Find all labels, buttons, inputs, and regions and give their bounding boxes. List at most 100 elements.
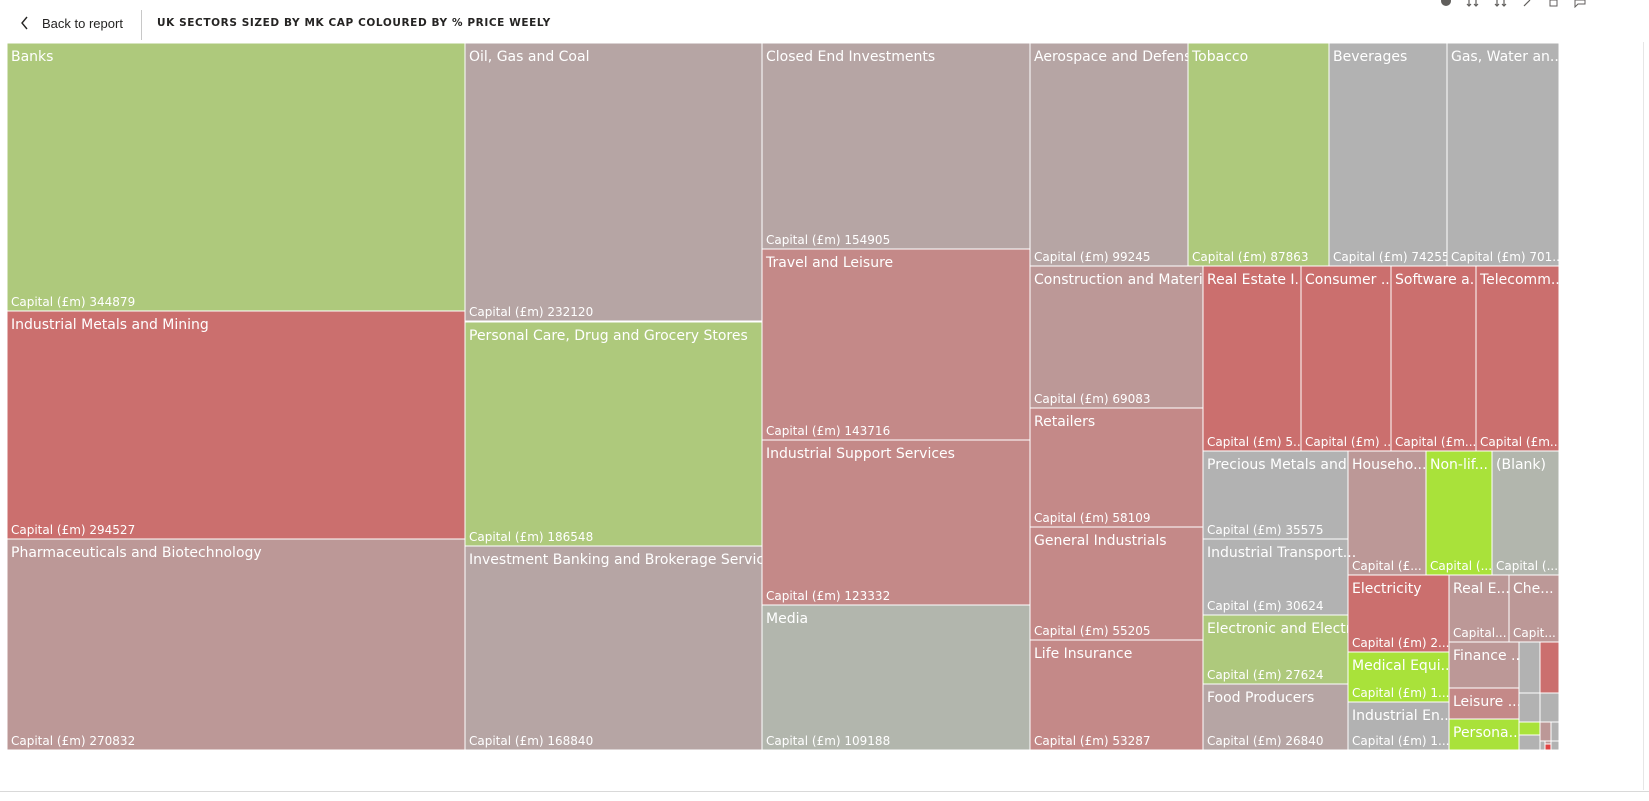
tile-rect-food-producers[interactable] <box>1202 683 1349 751</box>
tile-tobacco[interactable]: Tobacco Capital (£m) 87863 <box>1187 42 1330 267</box>
tile-general-industrials[interactable]: General Industrials Capital (£m) 55205 <box>1029 526 1204 641</box>
tile-rect-other-12[interactable] <box>1544 743 1552 751</box>
pin-icon[interactable] <box>1522 0 1534 12</box>
tile-beverages[interactable]: Beverages Capital (£m) 74255 <box>1328 42 1450 267</box>
tile-investment-banking-and-brokerage-services[interactable]: Investment Banking and Brokerage Service… <box>464 545 780 751</box>
tile-rect-real-estate[interactable] <box>1448 574 1510 643</box>
tile-rect-chemicals[interactable] <box>1508 574 1560 643</box>
tile-other-7[interactable] <box>1539 721 1552 742</box>
tile-rect-other-11[interactable] <box>1550 740 1560 751</box>
tile-rect-media[interactable] <box>761 604 1031 751</box>
tile-non-life-insurance[interactable]: Non-lif... Capital (... <box>1425 450 1493 576</box>
tile-rect-pharmaceuticals-and-biotechnology[interactable] <box>6 538 466 751</box>
tile-rect-electronic-and-electrical-equipment[interactable] <box>1202 614 1349 685</box>
tile-pharmaceuticals-and-biotechnology[interactable]: Pharmaceuticals and Biotechnology Capital… <box>6 538 466 751</box>
tile-rect-other-6[interactable] <box>1518 734 1541 751</box>
tile-finance[interactable]: Finance ... <box>1448 641 1524 689</box>
tile-rect-other-1[interactable] <box>1518 641 1541 694</box>
tile-rect-leisure[interactable] <box>1448 687 1520 720</box>
tile-electricity[interactable]: Electricity Capital (£m) 2... <box>1347 574 1450 653</box>
tile-real-estate[interactable]: Real E... Capital... <box>1448 574 1510 643</box>
tile-rect-real-estate-investment-trusts[interactable] <box>1202 265 1302 452</box>
back-to-report-button[interactable]: Back to report <box>14 10 123 36</box>
tile-consumer-services[interactable]: Consumer ... Capital (£m) ... <box>1300 265 1395 452</box>
tile-other-3[interactable] <box>1518 692 1541 723</box>
tile-rect-other-3[interactable] <box>1518 692 1541 723</box>
tile-software-and-computer-services[interactable]: Software a... Capital (£m... <box>1390 265 1483 452</box>
tile-rect-retailers[interactable] <box>1029 407 1204 528</box>
tile-medical-equipment[interactable]: Medical Equi... Capital (£m) 1... <box>1347 651 1454 703</box>
tile-rect-other-2[interactable] <box>1539 641 1560 694</box>
tile-rect-gas-water-and-multi-utilities[interactable] <box>1446 42 1560 267</box>
tile-gas-water-and-multi-utilities[interactable]: Gas, Water an... Capital (£m) 701... <box>1446 42 1564 267</box>
tile-rect-telecommunications[interactable] <box>1475 265 1560 452</box>
tile-household-goods[interactable]: Househo... Capital (£... <box>1347 450 1427 576</box>
tile-other-6[interactable] <box>1518 734 1541 751</box>
tile-rect-consumer-services[interactable] <box>1300 265 1392 452</box>
tile-media[interactable]: Media Capital (£m) 109188 <box>761 604 1031 751</box>
tile-rect-household-goods[interactable] <box>1347 450 1427 576</box>
tile-telecommunications[interactable]: Telecomm... Capital (£m... <box>1475 265 1564 452</box>
tile-rect-general-industrials[interactable] <box>1029 526 1204 641</box>
tile-travel-and-leisure[interactable]: Travel and Leisure Capital (£m) 143716 <box>761 248 1031 441</box>
tile-rect-oil-gas-and-coal[interactable] <box>464 42 763 322</box>
tile-other-12[interactable] <box>1544 743 1552 751</box>
tile-rect-other-5[interactable] <box>1518 721 1541 736</box>
tile-rect-personal-care-drug-and-grocery-stores[interactable] <box>464 321 763 547</box>
tile-other-11[interactable] <box>1550 740 1560 751</box>
copy-icon[interactable] <box>1548 0 1560 12</box>
tile-rect-industrial-metals-and-mining[interactable] <box>6 310 466 540</box>
tile-industrial-transportation[interactable]: Industrial Transport... Capital (£m) 3062… <box>1202 538 1356 616</box>
tile-rect-personal[interactable] <box>1448 718 1520 751</box>
tile-other-2[interactable] <box>1539 641 1560 694</box>
tile-oil-gas-and-coal[interactable]: Oil, Gas and Coal Capital (£m) 232120 <box>464 42 763 322</box>
tile-banks[interactable]: Banks Capital (£m) 344879 <box>6 42 466 312</box>
tile-rect-closed-end-investments[interactable] <box>761 42 1031 250</box>
tile-precious-metals-and-mining[interactable]: Precious Metals and... Capital (£m) 35575 <box>1202 450 1360 540</box>
tile-rect-aerospace-and-defense[interactable] <box>1029 42 1189 267</box>
tile-industrial-support-services[interactable]: Industrial Support Services Capital (£m) … <box>761 439 1031 606</box>
tile-rect-other-7[interactable] <box>1539 721 1552 742</box>
tile-food-producers[interactable]: Food Producers Capital (£m) 26840 <box>1202 683 1349 751</box>
tile-rect-software-and-computer-services[interactable] <box>1390 265 1477 452</box>
tile-personal-care-drug-and-grocery-stores[interactable]: Personal Care, Drug and Grocery Stores Ca… <box>464 321 763 547</box>
tile-rect-industrial-support-services[interactable] <box>761 439 1031 606</box>
tile-other-8[interactable] <box>1550 721 1560 742</box>
expand-all-icon[interactable] <box>1494 0 1508 12</box>
tile-closed-end-investments[interactable]: Closed End Investments Capital (£m) 15490… <box>761 42 1031 250</box>
tile-leisure[interactable]: Leisure ... <box>1448 687 1521 720</box>
tile-rect-industrial-engineering[interactable] <box>1347 701 1450 751</box>
drill-down-icon[interactable] <box>1466 0 1480 12</box>
tile-rect-industrial-transportation[interactable] <box>1202 538 1349 616</box>
tile-aerospace-and-defense[interactable]: Aerospace and Defense Capital (£m) 99245 <box>1029 42 1200 267</box>
tile-name-label: Banks <box>11 49 53 65</box>
tile-rect-investment-banking-and-brokerage-services[interactable] <box>464 545 763 751</box>
tile-rect-banks[interactable] <box>6 42 466 312</box>
tile-blank[interactable]: (Blank) Capital (... <box>1491 450 1560 576</box>
tile-rect-beverages[interactable] <box>1328 42 1448 267</box>
tile-life-insurance[interactable]: Life Insurance Capital (£m) 53287 <box>1029 639 1204 751</box>
tile-rect-finance[interactable] <box>1448 641 1520 689</box>
tile-rect-life-insurance[interactable] <box>1029 639 1204 751</box>
tile-other-4[interactable] <box>1539 692 1560 723</box>
tile-other-1[interactable] <box>1518 641 1541 694</box>
tile-rect-tobacco[interactable] <box>1187 42 1330 267</box>
tile-rect-electricity[interactable] <box>1347 574 1450 653</box>
tile-rect-precious-metals-and-mining[interactable] <box>1202 450 1349 540</box>
tile-other-5[interactable] <box>1518 721 1541 736</box>
tile-personal[interactable]: Persona... <box>1448 718 1522 751</box>
tile-real-estate-investment-trusts[interactable]: Real Estate I... Capital (£m) 5... <box>1202 265 1308 452</box>
tile-retailers[interactable]: Retailers Capital (£m) 58109 <box>1029 407 1204 528</box>
tile-industrial-engineering[interactable]: Industrial En... Capital (£m) 1... <box>1347 701 1453 751</box>
tile-rect-other-4[interactable] <box>1539 692 1560 723</box>
tile-industrial-metals-and-mining[interactable]: Industrial Metals and Mining Capital (£m)… <box>6 310 466 540</box>
info-icon[interactable] <box>1440 0 1452 12</box>
tile-electronic-and-electrical-equipment[interactable]: Electronic and Electr... Capital (£m) 276… <box>1202 614 1364 685</box>
tile-chemicals[interactable]: Che... Capit... <box>1508 574 1560 643</box>
tile-construction-and-materials[interactable]: Construction and Materi... Capital (£m) 6… <box>1029 265 1216 409</box>
comment-icon[interactable] <box>1574 0 1586 12</box>
tile-rect-blank[interactable] <box>1491 450 1560 576</box>
tile-rect-other-8[interactable] <box>1550 721 1560 742</box>
tile-rect-non-life-insurance[interactable] <box>1425 450 1493 576</box>
tile-rect-travel-and-leisure[interactable] <box>761 248 1031 441</box>
